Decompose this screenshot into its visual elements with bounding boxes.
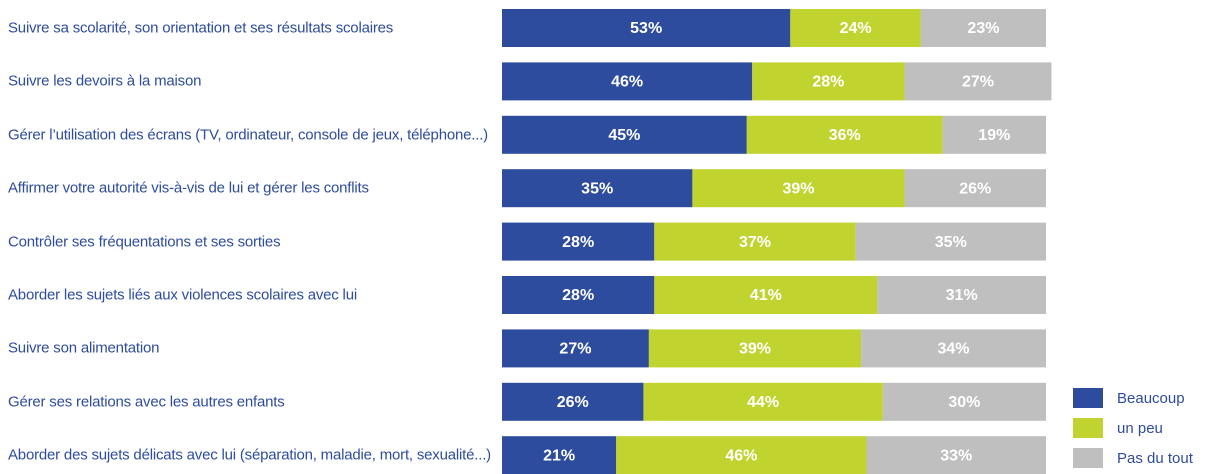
category-label: Aborder les sujets liés aux violences sc… (8, 286, 357, 304)
bar-segment (790, 9, 921, 47)
value-label: 26% (557, 394, 589, 411)
bar-segment (502, 276, 655, 314)
bar-segment (502, 115, 747, 154)
legend-label: Pas du tout (1117, 450, 1194, 467)
value-label: 27% (559, 341, 591, 358)
value-label: 46% (725, 447, 757, 464)
value-label: 31% (946, 287, 978, 304)
bar-segment (502, 436, 617, 474)
bar-segment (502, 9, 791, 47)
category-label: Affirmer votre autorité vis-à-vis de lui… (8, 179, 369, 197)
value-label: 23% (967, 20, 999, 37)
bar-segment (746, 115, 943, 154)
bar-segment (692, 169, 905, 208)
bar-segment (877, 276, 1046, 314)
bar-segment (643, 382, 883, 421)
bar-segment (654, 276, 878, 314)
value-label: 21% (543, 447, 575, 464)
bar-segment (904, 169, 1046, 208)
bar-segment (502, 382, 644, 421)
value-label: 39% (782, 180, 814, 197)
value-label: 19% (978, 127, 1010, 144)
bar-segment (616, 436, 867, 474)
category-label: Gérer l’utilisation des écrans (TV, ordi… (8, 126, 488, 144)
value-label: 35% (935, 234, 967, 251)
value-label: 33% (940, 447, 972, 464)
bar-segment (502, 329, 649, 368)
bar-segment (920, 9, 1046, 47)
value-label: 37% (739, 234, 771, 251)
value-label: 41% (750, 287, 782, 304)
category-label: Suivre son alimentation (8, 339, 160, 357)
category-label: Gérer ses relations avec les autres enfa… (8, 393, 285, 411)
bar-segment (752, 62, 905, 101)
bar-segment (654, 222, 856, 261)
value-label: 44% (747, 394, 779, 411)
value-label: 27% (962, 74, 994, 91)
value-label: 24% (840, 20, 872, 37)
category-label: Suivre sa scolarité, son orientation et … (8, 19, 394, 37)
legend-swatch (1073, 448, 1103, 468)
value-label: 46% (611, 74, 643, 91)
bar-segment (861, 329, 1046, 368)
bar-segment (502, 222, 655, 261)
value-label: 26% (959, 180, 991, 197)
value-label: 34% (938, 341, 970, 358)
value-label: 28% (562, 287, 594, 304)
value-label: 35% (581, 180, 613, 197)
bar-segment (648, 329, 862, 368)
legend-label: un peu (1117, 420, 1163, 437)
bar-segment (882, 382, 1046, 421)
value-label: 36% (829, 127, 861, 144)
bar-segment (502, 169, 693, 208)
value-label: 28% (562, 234, 594, 251)
value-label: 53% (630, 20, 662, 37)
value-label: 28% (812, 74, 844, 91)
bar-segment (502, 62, 753, 101)
bar-segment (942, 115, 1046, 154)
category-label: Suivre les devoirs à la maison (8, 72, 202, 90)
legend-swatch (1073, 418, 1103, 438)
legend-label: Beaucoup (1117, 390, 1185, 407)
legend-swatch (1073, 388, 1103, 408)
value-label: 45% (608, 127, 640, 144)
category-label: Contrôler ses fréquentations et ses sort… (8, 233, 281, 251)
category-label: Aborder des sujets délicats avec lui (sé… (8, 446, 491, 464)
bar-segment (866, 436, 1046, 474)
value-label: 30% (948, 394, 980, 411)
bar-segment (904, 62, 1052, 101)
value-label: 39% (739, 341, 771, 358)
bar-segment (855, 222, 1046, 261)
